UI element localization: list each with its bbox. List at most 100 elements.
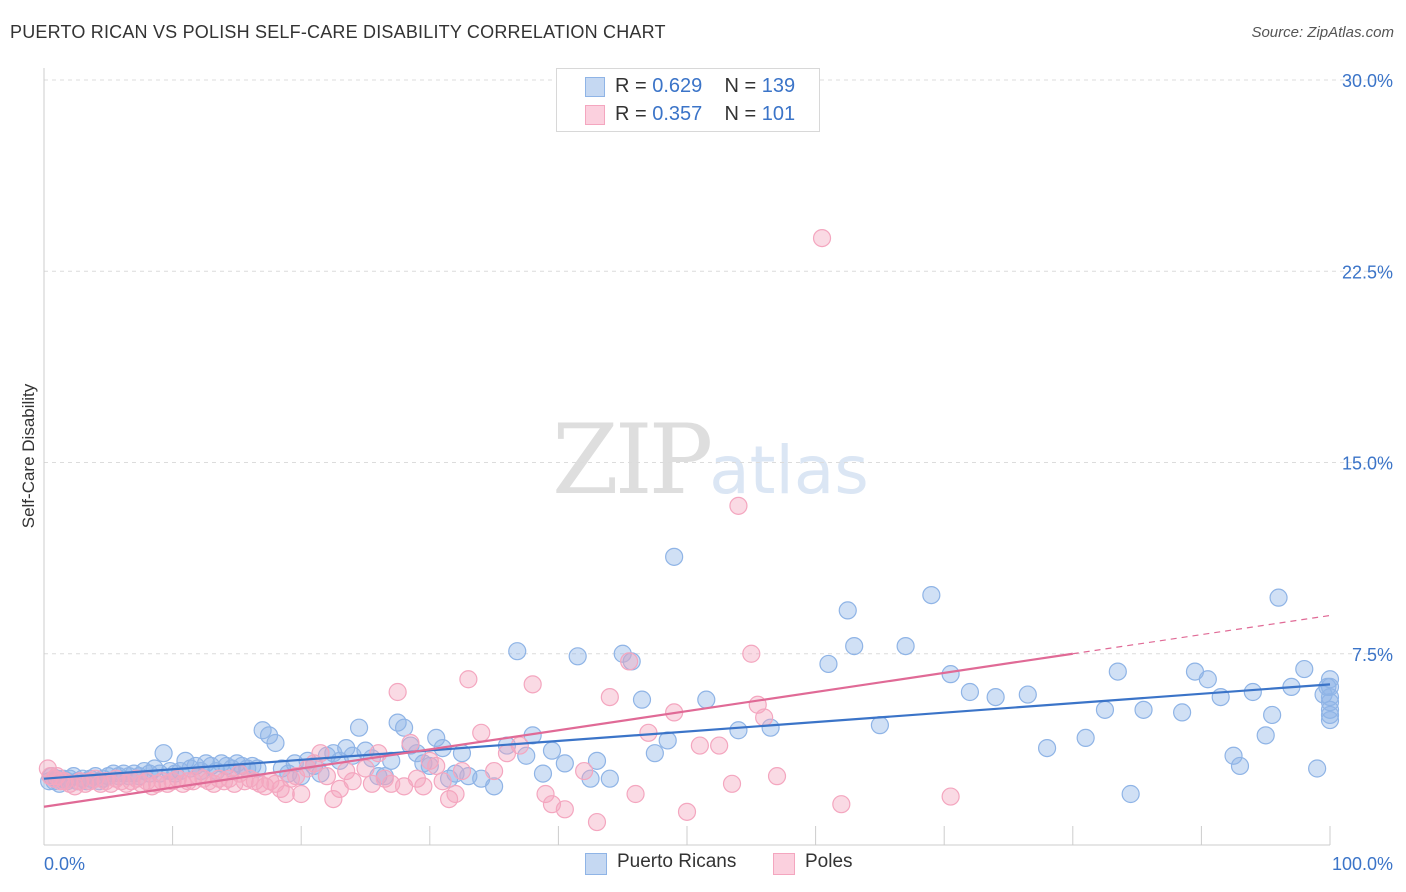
data-point [1308,759,1327,778]
chart-title: PUERTO RICAN VS POLISH SELF-CARE DISABIL… [10,22,666,42]
data-point [446,784,465,804]
data-point [845,636,864,656]
data-point [645,744,664,763]
data-point [1134,700,1153,719]
legend-r-label: R = [615,75,653,97]
data-point [317,767,337,786]
data-point [941,787,960,806]
data-point [1320,710,1340,730]
watermark: ZIPatlas [552,404,869,516]
data-point [941,665,960,684]
data-point [922,585,941,605]
data-point [1295,659,1314,679]
data-point [266,733,285,753]
data-point [343,772,362,791]
trend-line-poles [43,652,1073,808]
data-point [523,675,542,694]
y-tick-label: 7.5% [1352,645,1393,665]
data-point [276,784,295,804]
data-point [1121,784,1140,804]
grid-lines [44,79,1395,655]
data-point [388,682,407,702]
bottom-legend-swatch-blue [585,853,607,875]
data-point [1320,670,1340,689]
data-point [154,744,173,763]
data-point [819,654,838,674]
data-point [658,731,677,750]
x-tick-label: 100.0% [1332,854,1393,874]
data-point [568,647,587,666]
data-point [1320,687,1340,707]
data-point [324,789,343,809]
data-point [870,716,890,735]
data-point [536,784,555,804]
y-axis-label: Self-Care Disability [19,383,38,528]
data-point [1256,726,1275,745]
data-point [555,800,574,819]
data-point [452,761,472,781]
data-point [587,751,607,770]
watermark-atlas: atlas [709,432,869,509]
bottom-legend-label: Puerto Ricans [617,851,737,872]
data-point [1076,728,1095,748]
data-point [1320,705,1340,725]
data-point [755,708,774,727]
data-point [459,670,478,689]
data-point [600,687,619,707]
data-point [420,756,439,776]
legend-r-label: R = [615,103,653,125]
data-point [690,736,709,755]
data-point [626,784,645,804]
legend-swatch-pink [585,105,605,125]
legend-n-value: 139 [761,75,796,97]
data-point [1320,677,1340,697]
data-point [1224,746,1243,765]
data-point [1108,662,1127,681]
data-point [427,728,446,748]
data-point [533,764,553,783]
source-credit: Source: ZipAtlas.com [1251,24,1394,41]
data-point [485,777,504,796]
data-point [517,746,536,765]
data-point [542,741,562,760]
data-point [1320,700,1340,719]
trend-line-poles-extension [1072,614,1331,655]
watermark-zip: ZIP [552,404,713,516]
data-point [665,547,684,566]
trend-line-puerto-ricans [43,683,1331,780]
data-point [394,718,414,737]
data-point [356,759,375,778]
y-tick-label: 22.5% [1342,262,1393,282]
data-point [212,754,231,773]
data-point [677,802,697,821]
y-tick-label: 15.0% [1342,454,1393,474]
data-point [1243,682,1262,702]
tick-labels: 7.5% 15.0% 22.5% 30.0% 0.0% 100.0% Self-Care D… [19,71,1393,874]
axes [43,68,1331,846]
y-tick-label: 30.0% [1342,71,1393,91]
data-point [1198,670,1217,689]
legend-n-label: N = [724,103,762,125]
data-point [414,777,433,796]
data-point [710,736,729,755]
data-point [292,784,311,804]
data-point [1173,703,1192,722]
data-point [1230,756,1250,776]
data-point [722,774,742,793]
data-point [729,496,748,515]
legend-n-label: N = [724,75,762,97]
data-point [433,772,452,791]
x-tick-label: 0.0% [44,854,85,874]
data-point [697,690,716,709]
data-point [761,718,780,737]
trend-lines [43,614,1331,808]
legend-n-value: 101 [761,103,796,125]
data-point [986,687,1005,707]
data-point [620,652,639,671]
data-point [767,767,787,786]
data-point [555,754,574,773]
data-point [485,761,504,781]
series-poles-points [38,229,960,832]
legend-r-value: 0.629 [652,75,703,97]
data-point [148,774,167,793]
